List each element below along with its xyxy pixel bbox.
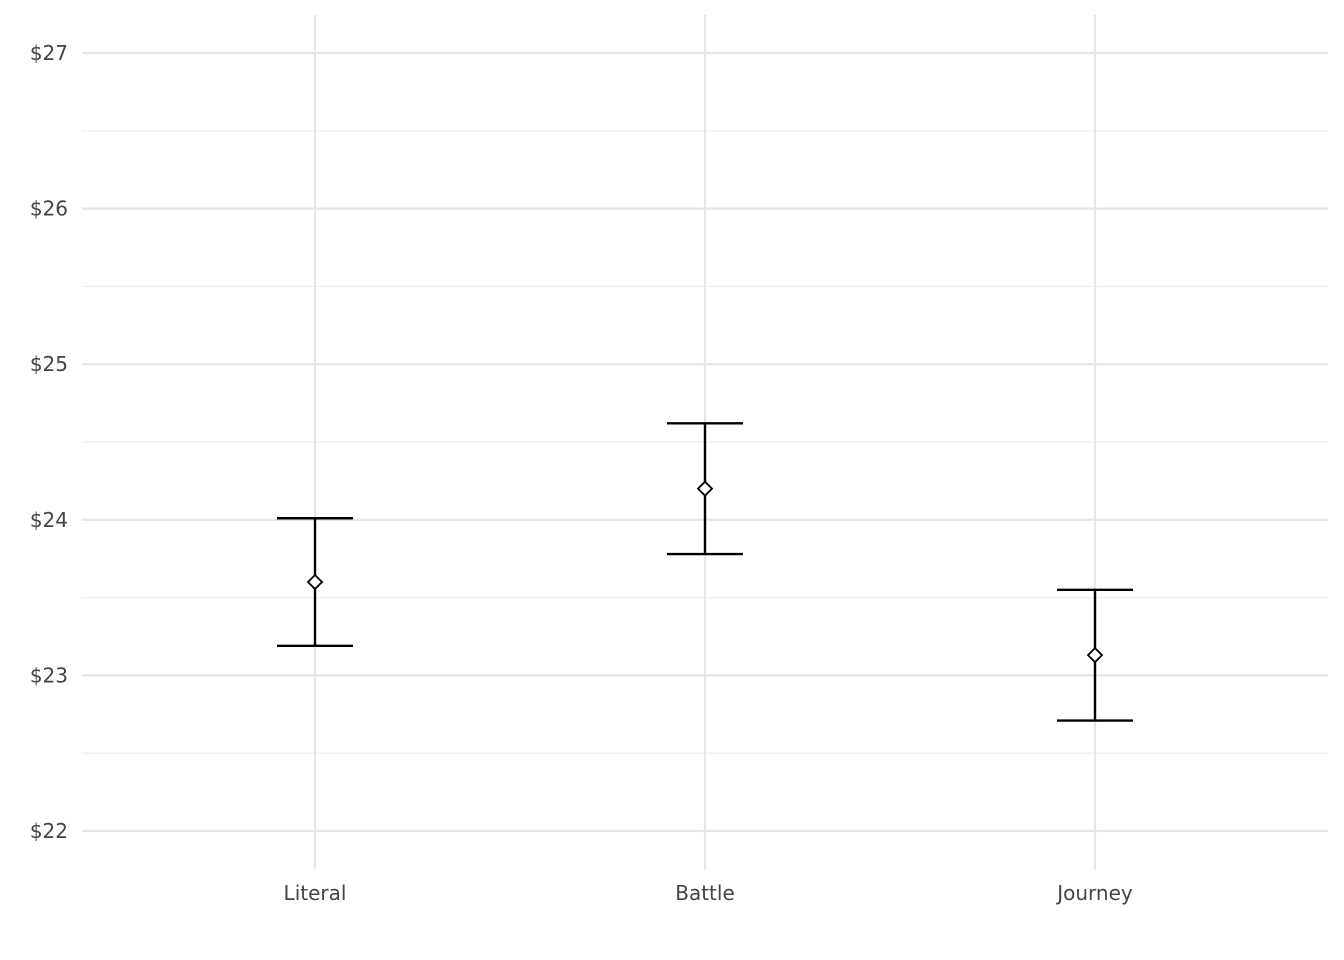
y-tick-label: $22 [30,819,68,843]
x-tick-label: Literal [284,881,347,905]
y-tick-label: $27 [30,41,68,65]
x-tick-label: Battle [675,881,735,905]
y-axis-tick-labels: $22 $23 $24 $25 $26 $27 [30,41,68,843]
mean-point-diamond [696,480,714,497]
mean-point-diamond [1086,646,1104,664]
error-bars [277,422,1133,722]
y-tick-label: $24 [30,508,68,532]
y-tick-label: $26 [30,197,68,221]
mean-point-diamond [306,573,324,591]
y-tick-label: $23 [30,663,68,687]
x-tick-label: Journey [1055,881,1133,905]
x-axis-tick-labels: Literal Battle Journey [284,881,1133,905]
y-tick-label: $25 [30,352,68,376]
